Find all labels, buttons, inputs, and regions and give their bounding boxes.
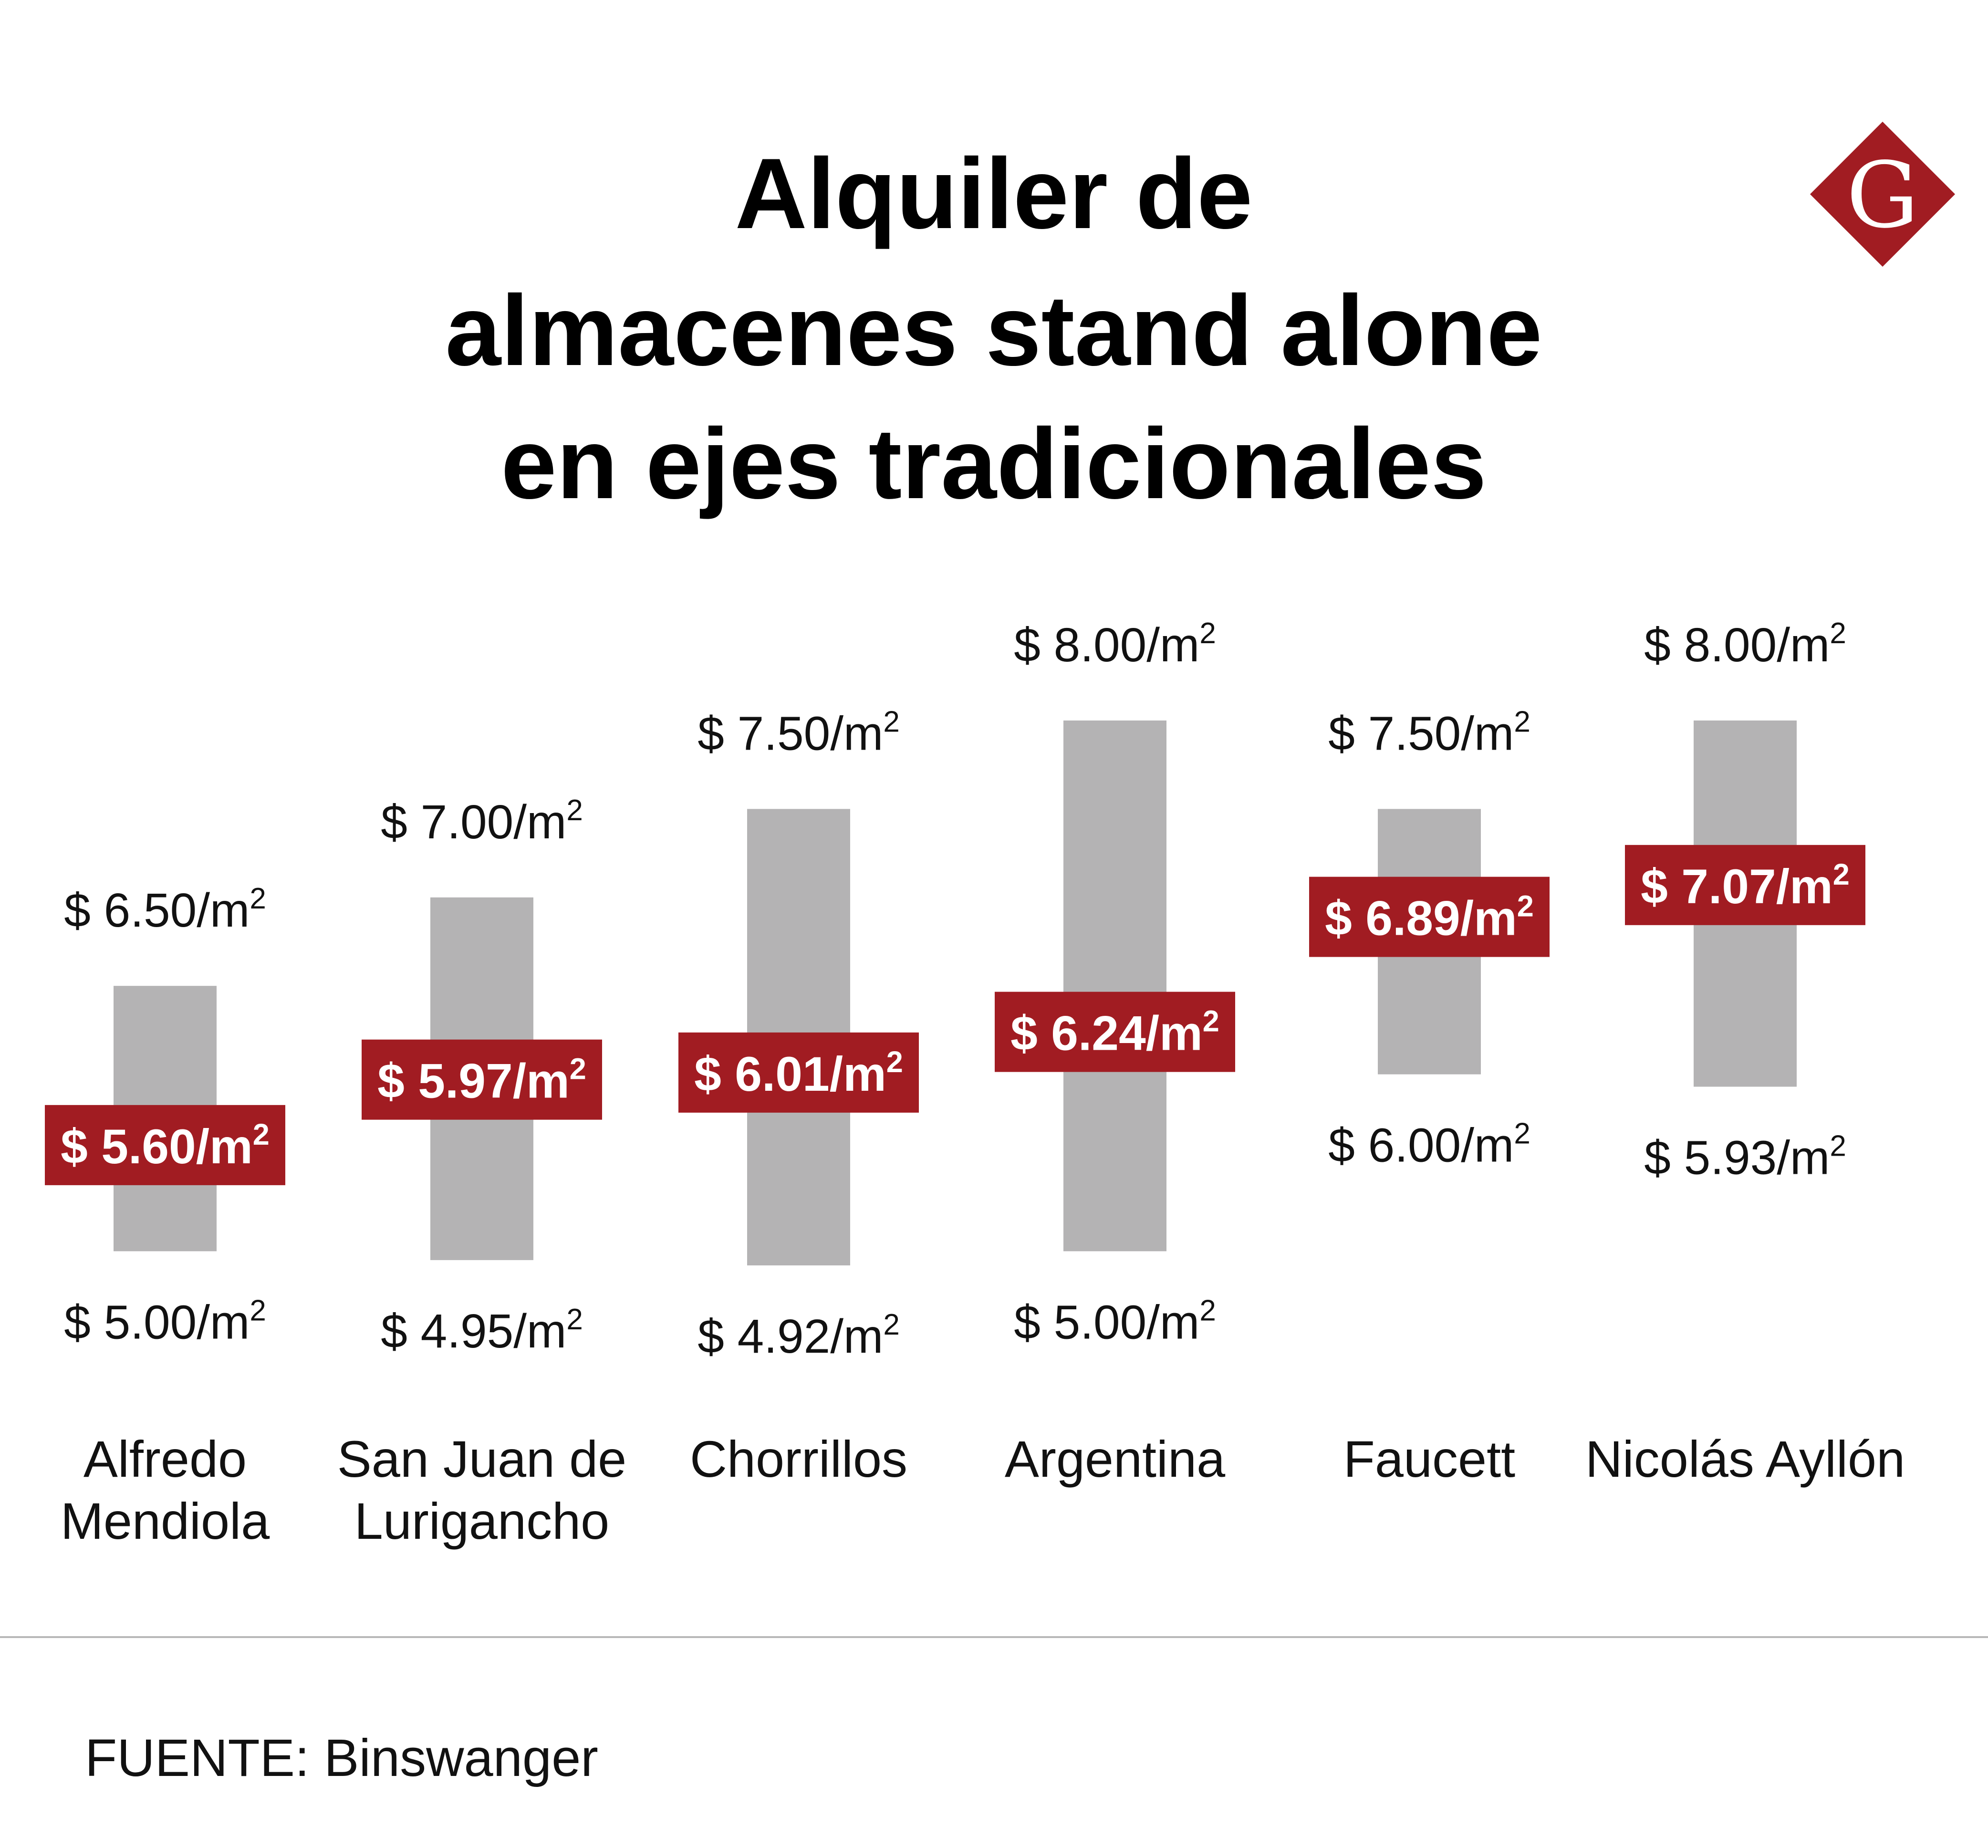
category-label: Lurigancho — [354, 1492, 609, 1550]
avg-label: $ 6.24/m2 — [1010, 1005, 1219, 1061]
avg-box — [45, 1105, 285, 1185]
max-label: $ 7.50/m2 — [1328, 705, 1530, 760]
avg-box — [995, 992, 1235, 1072]
max-label: $ 8.00/m2 — [1644, 617, 1846, 672]
min-label: $ 5.00/m2 — [64, 1294, 266, 1349]
diamond-g-logo-icon: G — [1810, 122, 1955, 267]
source-note: FUENTE: Binswanger — [85, 1729, 598, 1787]
max-label: $ 7.50/m2 — [697, 705, 900, 760]
category-label: Chorrillos — [690, 1430, 907, 1488]
avg-box — [678, 1032, 919, 1113]
avg-label: $ 5.60/m2 — [61, 1118, 270, 1174]
avg-box — [1625, 845, 1865, 925]
category-label: Nicolás Ayllón — [1585, 1430, 1905, 1488]
max-label: $ 7.00/m2 — [381, 794, 583, 849]
category-label: Mendiola — [61, 1492, 270, 1550]
min-label: $ 4.95/m2 — [381, 1303, 583, 1358]
avg-label: $ 6.89/m2 — [1325, 890, 1534, 946]
avg-label: $ 7.07/m2 — [1641, 858, 1850, 914]
min-label: $ 6.00/m2 — [1328, 1117, 1530, 1172]
category-label: Faucett — [1343, 1430, 1515, 1488]
avg-box — [362, 1039, 602, 1120]
range-bar — [1063, 720, 1166, 1252]
logo-diamond — [1810, 122, 1955, 267]
chart-title: Alquiler de almacenes stand alone en eje… — [445, 137, 1542, 520]
min-label: $ 5.93/m2 — [1644, 1130, 1846, 1185]
avg-label: $ 6.01/m2 — [694, 1045, 903, 1101]
title-line-3: en ejes tradicionales — [501, 407, 1487, 520]
category-label: San Juan de — [337, 1430, 627, 1488]
category-label: Alfredo — [83, 1430, 247, 1488]
min-label: $ 5.00/m2 — [1014, 1294, 1216, 1349]
title-line-2: almacenes stand alone — [445, 274, 1542, 386]
min-label: $ 4.92/m2 — [697, 1308, 900, 1363]
avg-box — [1309, 877, 1550, 957]
chart-marks: $ 6.50/m2 $ 5.00/m2 $ 5.60/m2 AlfredoMendio… — [45, 617, 1905, 1550]
category-label: Argentina — [1005, 1430, 1226, 1488]
avg-label: $ 5.97/m2 — [377, 1053, 586, 1108]
logo-letter: G — [1846, 143, 1919, 248]
title-line-1: Alquiler de — [735, 137, 1252, 250]
max-label: $ 6.50/m2 — [64, 882, 266, 937]
max-label: $ 8.00/m2 — [1014, 617, 1216, 672]
